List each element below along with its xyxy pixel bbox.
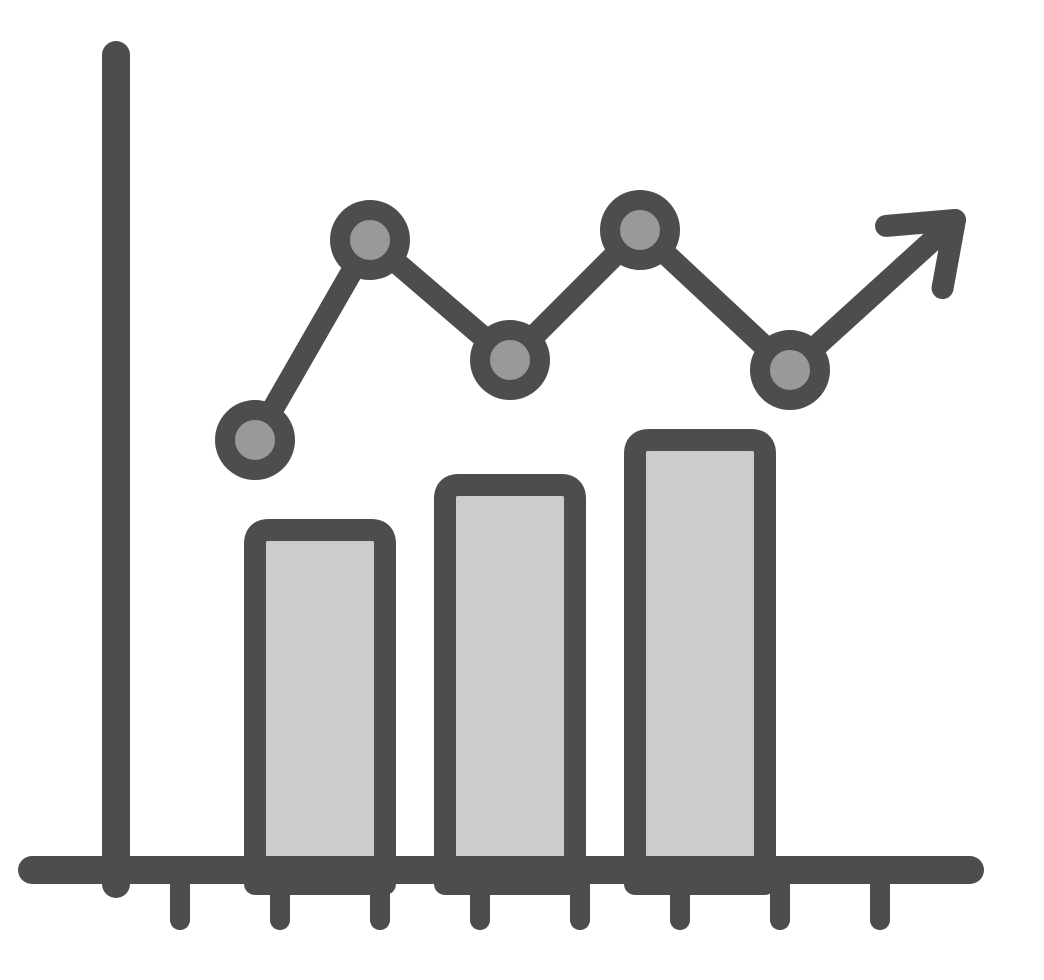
data-point-1 [225,410,285,470]
chart-icon-container [0,0,1044,980]
data-point-3 [480,330,540,390]
bar-2 [445,485,575,884]
data-point-4 [610,200,670,260]
data-point-2 [340,210,400,270]
bar-1 [255,530,385,884]
bar-3 [635,440,765,884]
data-point-5 [760,340,820,400]
bar-line-chart-icon [0,0,1044,980]
